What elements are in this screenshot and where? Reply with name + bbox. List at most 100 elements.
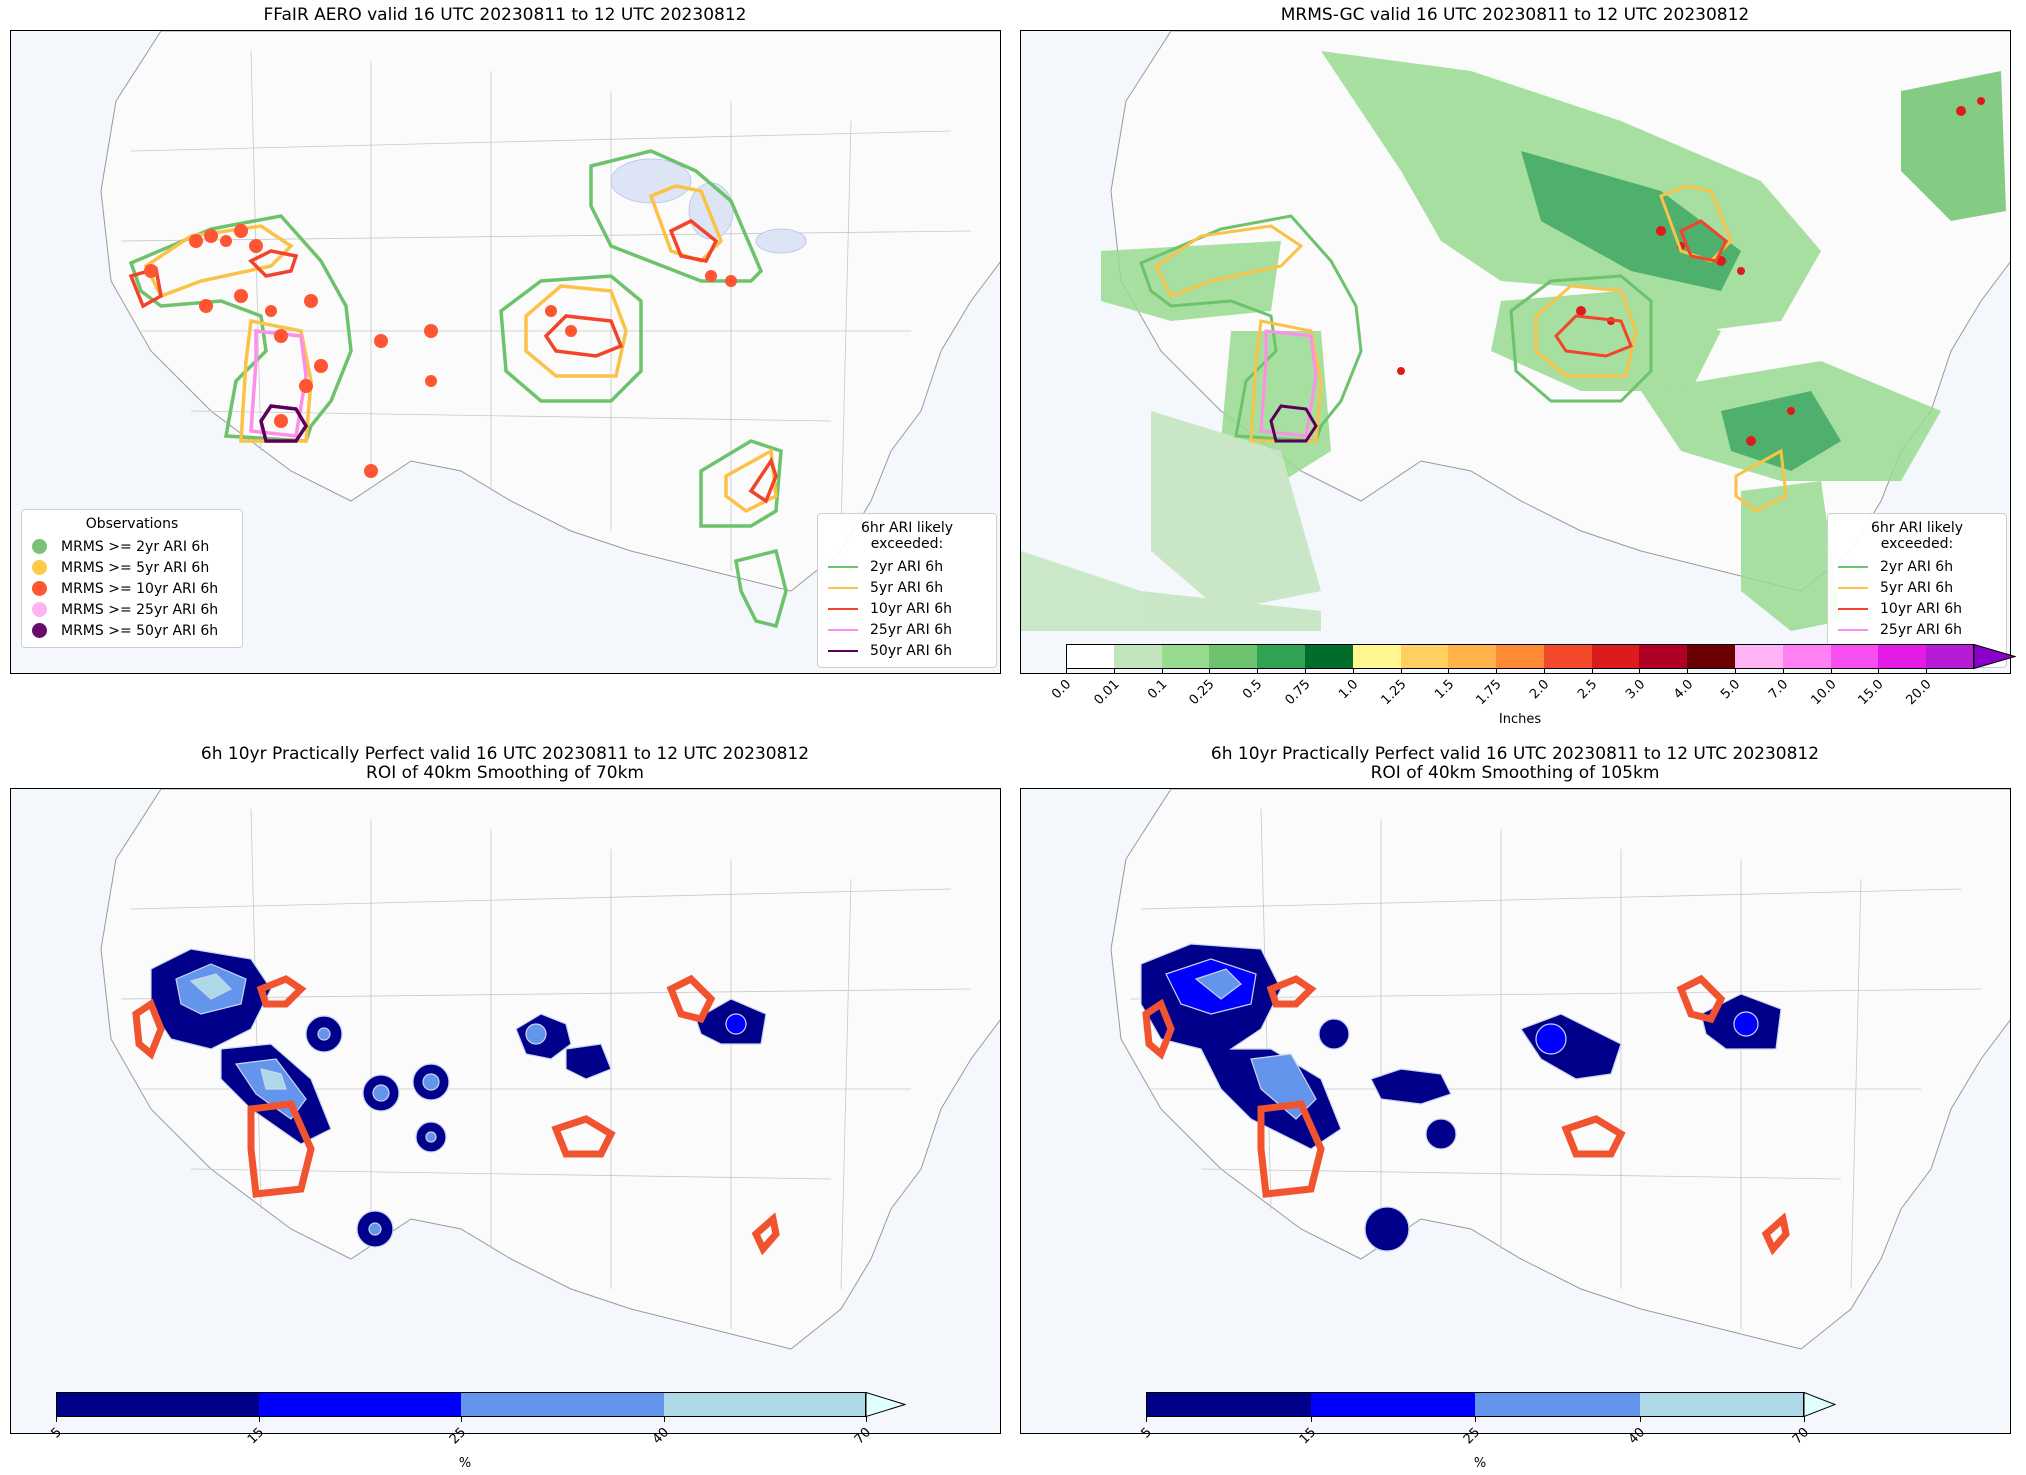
colorbar-tick-mark <box>1475 1417 1476 1422</box>
lakes <box>610 158 807 254</box>
ari-legend-title: 6hr ARI likely exceeded: <box>860 520 954 552</box>
obs-legend-item-10yr: MRMS >= 10yr ARI 6h <box>32 578 232 599</box>
ari-legend-item-25yr: 25yr ARI 6h <box>1838 619 1996 640</box>
ari-legend-title: 6hr ARI likely exceeded: <box>1870 520 1964 552</box>
colorbar-tick-mark <box>1804 1417 1805 1422</box>
colorbar-tick-label: 10.0 <box>1808 677 1840 709</box>
panel4-subtitle: ROI of 40km Smoothing of 105km <box>1370 763 1660 783</box>
basemap <box>100 789 1000 1350</box>
colorbar-tick-label: 2.0 <box>1527 677 1553 703</box>
colorbar-tick-label: 0.0 <box>1049 677 1075 703</box>
colorbar-outline <box>1066 644 1974 669</box>
ari-swatch <box>1838 628 1868 631</box>
ari-legend-label: 2yr ARI 6h <box>870 558 944 575</box>
ari-legend-item-10yr: 10yr ARI 6h <box>1838 598 1996 619</box>
observation-dots <box>144 224 737 478</box>
colorbar-tick-mark <box>1209 669 1211 674</box>
ari-legend-panel1: 6hr ARI likely exceeded: 2yr ARI 6h 5yr … <box>817 513 997 668</box>
colorbar-tick-label: 1.0 <box>1336 677 1362 703</box>
ari-legend-label: 10yr ARI 6h <box>870 600 952 617</box>
ari-swatch <box>1838 565 1868 568</box>
colorbar-tick-mark <box>1639 669 1641 674</box>
colorbar-tick-mark <box>1543 669 1545 674</box>
colorbar-tick-mark <box>1878 669 1880 674</box>
colorbar-segment <box>1543 644 1593 669</box>
colorbar-tick-label: 1.25 <box>1378 677 1410 709</box>
ari-10yr-outlines <box>1142 974 1790 1256</box>
ari-legend-label: 10yr ARI 6h <box>1880 600 1962 617</box>
colorbar-tick-mark <box>1448 669 1450 674</box>
ari-contours <box>128 149 788 629</box>
panel2-map: 6hr ARI likely exceeded: 2yr ARI 6h 5yr … <box>1020 30 2011 674</box>
colorbar-tick-label: 7.0 <box>1766 677 1792 703</box>
colorbar-tick-mark <box>866 1417 867 1422</box>
obs-legend-label: MRMS >= 50yr ARI 6h <box>61 622 219 639</box>
colorbar-tick-mark <box>1066 669 1067 674</box>
colorbar-segment <box>1830 644 1879 669</box>
panel3-subtitle: ROI of 40km Smoothing of 70km <box>366 763 644 783</box>
obs-legend-item-5yr: MRMS >= 5yr ARI 6h <box>32 557 232 578</box>
colorbar-segment <box>1209 644 1258 669</box>
colorbar-tick-mark <box>1161 669 1163 674</box>
obs-legend-label: MRMS >= 5yr ARI 6h <box>61 559 210 576</box>
colorbar-tick-mark <box>1496 669 1498 674</box>
panel1-map: Observations MRMS >= 2yr ARI 6h MRMS >= … <box>10 30 1001 674</box>
ari-legend-item-5yr: 5yr ARI 6h <box>1838 577 1996 598</box>
colorbar-tick-mark <box>1830 669 1832 674</box>
ari-legend-item-25yr: 25yr ARI 6h <box>828 619 986 640</box>
obs-legend-label: MRMS >= 10yr ARI 6h <box>61 580 219 597</box>
ari-legend-item-50yr: 50yr ARI 6h <box>828 640 986 661</box>
ari-legend-item-10yr: 10yr ARI 6h <box>828 598 986 619</box>
colorbar-segment <box>1926 644 1975 669</box>
obs-legend-label: MRMS >= 25yr ARI 6h <box>61 601 219 618</box>
ari-swatch <box>828 586 858 589</box>
colorbar-arrow <box>1974 644 2016 669</box>
colorbar-tick-label: 20.0 <box>1903 677 1935 709</box>
ari-swatch <box>828 565 858 568</box>
colorbar-tick-mark <box>1310 1417 1312 1422</box>
colorbar-tick-label: 4.0 <box>1670 677 1696 703</box>
colorbar-tick-mark <box>258 1417 260 1422</box>
colorbar-tick-mark <box>1146 1417 1147 1422</box>
colorbar-outline <box>1146 1392 1804 1417</box>
colorbar-tick-label: 0.1 <box>1144 677 1171 703</box>
prob-colorbar-panel3: 5 15 25 40 70 <box>48 1392 906 1447</box>
obs-swatch <box>32 581 47 596</box>
ari-legend-label: 5yr ARI 6h <box>870 579 944 596</box>
colorbar-tick-mark <box>1400 669 1402 674</box>
ari-legend-label: 2yr ARI 6h <box>1880 558 1954 575</box>
ari-10yr-outlines <box>132 974 780 1256</box>
prob-colorbar-label-panel4: % <box>1473 1456 1487 1471</box>
precip-colorbar-label: Inches <box>1498 712 1542 727</box>
ari-swatch <box>828 607 858 610</box>
colorbar-tick-label: 0.01 <box>1091 677 1123 709</box>
ari-legend-label: 25yr ARI 6h <box>870 621 952 638</box>
colorbar-tick-mark <box>1591 669 1593 674</box>
obs-swatch <box>32 623 47 638</box>
colorbar-tick-label: 3.0 <box>1622 677 1649 703</box>
observations-legend-title: Observations <box>85 516 179 532</box>
colorbar-tick-label: 2.5 <box>1575 677 1601 703</box>
colorbar-tick-mark <box>56 1417 57 1422</box>
colorbar-tick-mark <box>1257 669 1259 674</box>
ari-swatch <box>828 628 858 631</box>
obs-legend-label: MRMS >= 2yr ARI 6h <box>61 538 210 555</box>
ari-legend-label: 5yr ARI 6h <box>1880 579 1954 596</box>
panel1-title: FFaIR AERO valid 16 UTC 20230811 to 12 U… <box>263 5 747 25</box>
colorbar-tick-label: 15.0 <box>1855 677 1888 709</box>
ari-swatch <box>1838 586 1868 589</box>
colorbar-tick-mark <box>1352 669 1354 674</box>
prob-colorbar-label-panel3: % <box>458 1456 472 1471</box>
panel3-map <box>10 788 1001 1434</box>
precip-field <box>1021 51 2006 631</box>
panel4-title: 6h 10yr Practically Perfect valid 16 UTC… <box>1210 744 1820 764</box>
ari-legend-item-2yr: 2yr ARI 6h <box>1838 556 1996 577</box>
colorbar-tick-mark <box>461 1417 462 1422</box>
colorbar-tick-mark <box>1687 669 1689 674</box>
panel4-map <box>1020 788 2011 1434</box>
obs-legend-item-2yr: MRMS >= 2yr ARI 6h <box>32 536 232 557</box>
obs-swatch <box>32 602 47 617</box>
ari-legend-label: 25yr ARI 6h <box>1880 621 1962 638</box>
prob-blobs <box>150 948 767 1248</box>
colorbar-tick-label: 0.5 <box>1240 677 1266 703</box>
